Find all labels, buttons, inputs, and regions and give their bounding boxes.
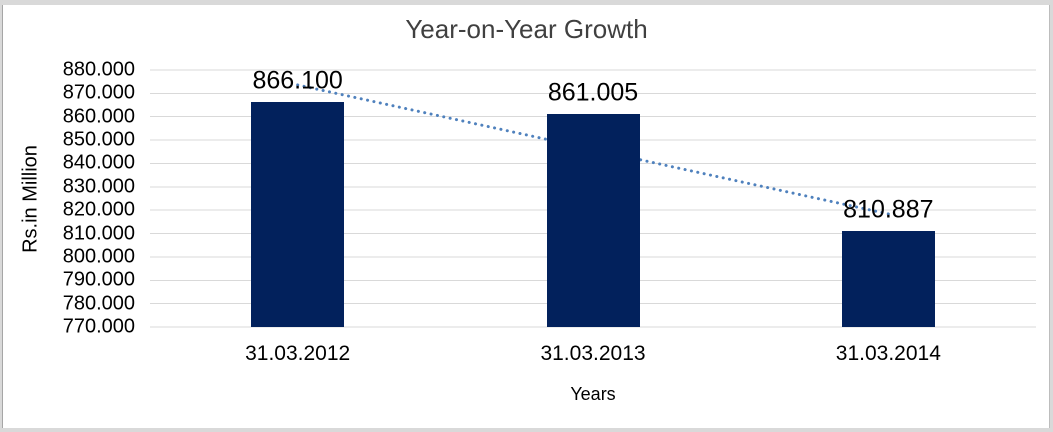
data-label: 861.005 [547, 78, 639, 107]
y-axis-tick-label: 800.000 [62, 245, 135, 268]
bar-31.03.2012[interactable] [251, 102, 345, 327]
x-axis-tick-label: 31.03.2012 [245, 342, 351, 365]
y-axis-tick-label: 780.000 [62, 292, 135, 315]
y-axis-tick-label: 820.000 [62, 198, 135, 221]
x-axis-tick-label: 31.03.2014 [835, 342, 941, 365]
y-axis-tick-label: 790.000 [62, 268, 135, 291]
chart-title: Year-on-Year Growth [405, 14, 648, 44]
y-axis-tick-label: 850.000 [62, 128, 135, 151]
x-axis-tick-label: 31.03.2013 [540, 342, 646, 365]
bar-31.03.2013[interactable] [546, 114, 640, 327]
y-axis-tick-label: 770.000 [62, 315, 135, 338]
y-axis-tick-label: 870.000 [62, 81, 135, 104]
bar-31.03.2014[interactable] [841, 231, 935, 327]
x-axis-title: Years [570, 384, 616, 404]
y-axis-tick-label: 810.000 [62, 222, 135, 245]
y-axis-tick-label: 880.000 [62, 58, 135, 81]
data-label: 866.100 [252, 66, 343, 95]
y-axis-tick-label: 840.000 [62, 151, 135, 174]
data-label: 810.887 [843, 195, 934, 224]
y-axis-tick-label: 830.000 [62, 175, 135, 198]
y-axis-tick-label: 860.000 [62, 105, 135, 128]
